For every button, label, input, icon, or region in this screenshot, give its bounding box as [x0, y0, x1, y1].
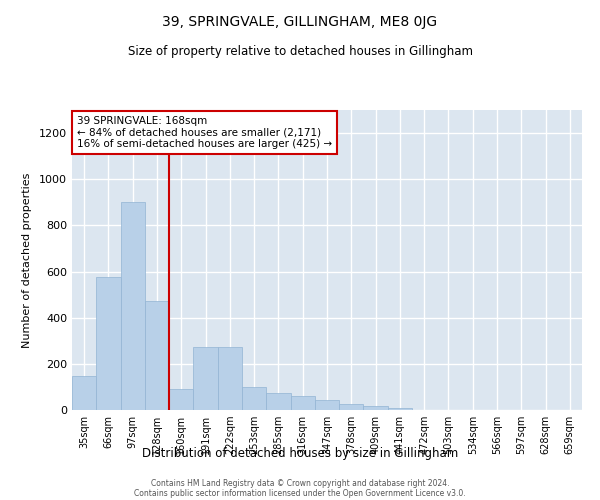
- Bar: [315, 400, 339, 410]
- Y-axis label: Number of detached properties: Number of detached properties: [22, 172, 32, 348]
- Text: Size of property relative to detached houses in Gillingham: Size of property relative to detached ho…: [128, 45, 473, 58]
- Bar: [290, 396, 315, 410]
- Text: Contains public sector information licensed under the Open Government Licence v3: Contains public sector information licen…: [134, 488, 466, 498]
- Text: 39, SPRINGVALE, GILLINGHAM, ME8 0JG: 39, SPRINGVALE, GILLINGHAM, ME8 0JG: [163, 15, 437, 29]
- Bar: [339, 404, 364, 410]
- Bar: [218, 346, 242, 410]
- Text: 39 SPRINGVALE: 168sqm
← 84% of detached houses are smaller (2,171)
16% of semi-d: 39 SPRINGVALE: 168sqm ← 84% of detached …: [77, 116, 332, 149]
- Bar: [72, 376, 96, 410]
- Text: Distribution of detached houses by size in Gillingham: Distribution of detached houses by size …: [142, 448, 458, 460]
- Bar: [242, 388, 266, 410]
- Bar: [121, 202, 145, 410]
- Bar: [96, 276, 121, 410]
- Text: Contains HM Land Registry data © Crown copyright and database right 2024.: Contains HM Land Registry data © Crown c…: [151, 478, 449, 488]
- Bar: [266, 392, 290, 410]
- Bar: [388, 408, 412, 410]
- Bar: [169, 389, 193, 410]
- Bar: [193, 346, 218, 410]
- Bar: [145, 301, 169, 410]
- Bar: [364, 406, 388, 410]
